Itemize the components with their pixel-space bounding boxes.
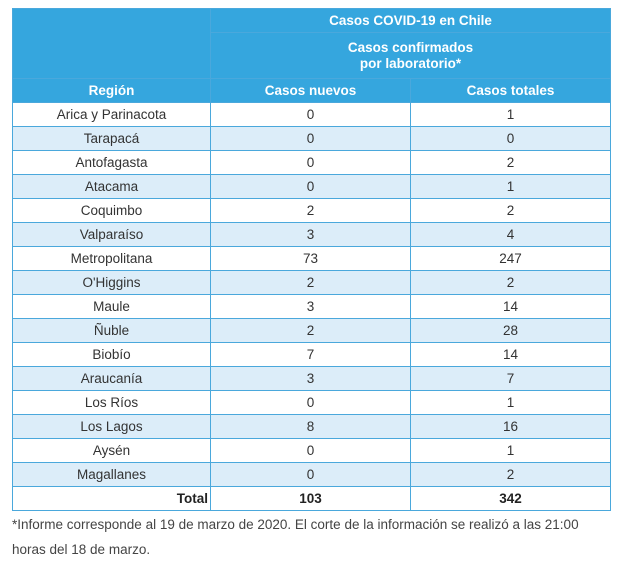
table-title: Casos COVID-19 en Chile — [210, 8, 611, 33]
cell-value: 3 — [210, 366, 411, 391]
table-row: Los Ríos 0 1 — [12, 390, 611, 415]
cell-value: 8 — [210, 414, 411, 439]
region-name: Valparaíso — [12, 222, 211, 247]
total-label: Total — [12, 486, 211, 511]
blank-header — [12, 8, 211, 79]
region-name: Arica y Parinacota — [12, 102, 211, 127]
cell-value: 2 — [410, 462, 611, 487]
total-value: 103 — [210, 486, 411, 511]
table-row: Ñuble 2 28 — [12, 318, 611, 343]
table-row: Araucanía 3 7 — [12, 366, 611, 391]
cell-value: 2 — [410, 270, 611, 295]
region-name: Coquimbo — [12, 198, 211, 223]
cell-value: 0 — [210, 174, 411, 199]
subtitle-line: Casos confirmados — [347, 39, 474, 55]
cell-value: 0 — [210, 126, 411, 151]
table-body: Arica y Parinacota 0 1 Tarapacá 0 0 Antofagast… — [12, 102, 611, 511]
cell-value: 2 — [210, 270, 411, 295]
column-header-row: Región Casos nuevos Casos totales — [12, 78, 611, 103]
cell-value: 16 — [410, 414, 611, 439]
table-subtitle: Casos confirmados por laboratorio* — [210, 32, 611, 79]
total-row: Total 103 342 — [12, 486, 611, 511]
cell-value: 0 — [210, 462, 411, 487]
table-container: Casos COVID-19 en Chile Casos confirmado… — [12, 8, 611, 511]
region-name: Araucanía — [12, 366, 211, 391]
column-header: Región — [12, 78, 211, 103]
table-row: Valparaíso 3 4 — [12, 222, 611, 247]
table-row: O'Higgins 2 2 — [12, 270, 611, 295]
region-name: Tarapacá — [12, 126, 211, 151]
region-name: Biobío — [12, 342, 211, 367]
table-row: Los Lagos 8 16 — [12, 414, 611, 439]
cell-value: 0 — [210, 150, 411, 175]
cell-value: 7 — [210, 342, 411, 367]
cell-value: 3 — [210, 294, 411, 319]
region-name: Aysén — [12, 438, 211, 463]
cell-value: 1 — [410, 390, 611, 415]
cell-value: 0 — [210, 390, 411, 415]
cell-value: 3 — [210, 222, 411, 247]
footnote: *Informe corresponde al 19 de marzo de 2… — [12, 517, 579, 557]
cell-value: 4 — [410, 222, 611, 247]
table-row: Magallanes 0 2 — [12, 462, 611, 487]
region-name: Maule — [12, 294, 211, 319]
region-name: Ñuble — [12, 318, 211, 343]
cell-value: 7 — [410, 366, 611, 391]
table-row: Maule 3 14 — [12, 294, 611, 319]
region-name: Los Lagos — [12, 414, 211, 439]
region-name: Los Ríos — [12, 390, 211, 415]
table-row: Coquimbo 2 2 — [12, 198, 611, 223]
cell-value: 2 — [410, 198, 611, 223]
table-row: Tarapacá 0 0 — [12, 126, 611, 151]
cell-value: 2 — [410, 150, 611, 175]
table-row: Biobío 7 14 — [12, 342, 611, 367]
region-name: Antofagasta — [12, 150, 211, 175]
table-row: Antofagasta 0 2 — [12, 150, 611, 175]
cell-value: 14 — [410, 294, 611, 319]
total-value: 342 — [410, 486, 611, 511]
table-row: Metropolitana 73 247 — [12, 246, 611, 271]
region-name: Atacama — [12, 174, 211, 199]
column-header: Casos totales — [410, 78, 611, 103]
cell-value: 73 — [210, 246, 411, 271]
region-name: Metropolitana — [12, 246, 211, 271]
table-row: Arica y Parinacota 0 1 — [12, 102, 611, 127]
cell-value: 2 — [210, 318, 411, 343]
covid-table: Casos COVID-19 en Chile Casos confirmado… — [12, 8, 611, 511]
cell-value: 0 — [210, 102, 411, 127]
region-name: Magallanes — [12, 462, 211, 487]
cell-value: 1 — [410, 102, 611, 127]
subtitle-line: por laboratorio* — [359, 55, 462, 71]
cell-value: 0 — [410, 126, 611, 151]
table-row: Aysén 0 1 — [12, 438, 611, 463]
column-header: Casos nuevos — [210, 78, 411, 103]
cell-value: 1 — [410, 438, 611, 463]
cell-value: 2 — [210, 198, 411, 223]
cell-value: 14 — [410, 342, 611, 367]
cell-value: 28 — [410, 318, 611, 343]
cell-value: 0 — [210, 438, 411, 463]
region-name: O'Higgins — [12, 270, 211, 295]
cell-value: 247 — [410, 246, 611, 271]
table-row: Atacama 0 1 — [12, 174, 611, 199]
cell-value: 1 — [410, 174, 611, 199]
